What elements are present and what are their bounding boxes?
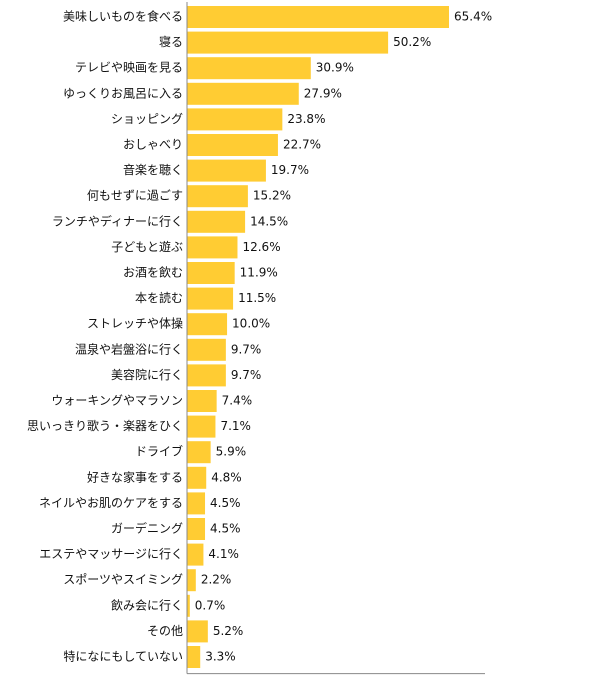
category-label-25: 特になにもしていない <box>63 649 183 664</box>
value-label-13: 9.7% <box>231 342 261 356</box>
category-label-21: エステやマッサージに行く <box>39 547 183 561</box>
category-label-16: 思いっきり歌う・楽器をひく <box>27 418 183 433</box>
value-label-22: 2.2% <box>201 573 232 587</box>
category-label-4: ショッピング <box>111 112 183 126</box>
value-label-4: 23.8% <box>287 112 325 126</box>
category-label-3: ゆっくりお風呂に入る <box>63 86 183 100</box>
bar-21 <box>187 543 204 566</box>
category-label-2: テレビや映画を見る <box>75 61 183 75</box>
category-label-24: その他 <box>147 624 183 638</box>
category-label-15: ウォーキングやマラソン <box>51 394 183 408</box>
value-label-5: 22.7% <box>283 138 321 152</box>
value-label-0: 65.4% <box>454 10 492 24</box>
value-label-1: 50.2% <box>393 35 431 49</box>
value-label-23: 0.7% <box>195 598 226 612</box>
bar-9 <box>187 236 238 259</box>
value-label-17: 5.9% <box>216 445 247 459</box>
bar-25 <box>187 646 201 668</box>
category-label-7: 何もせずに過ごす <box>87 188 183 203</box>
bar-13 <box>187 338 226 361</box>
bar-12 <box>187 313 228 336</box>
category-label-8: ランチやディナーに行く <box>52 213 183 228</box>
category-label-1: 寝る <box>159 34 183 49</box>
category-label-13: 温泉や岩盤浴に行く <box>75 341 183 356</box>
value-label-19: 4.5% <box>210 496 241 510</box>
bars-group <box>187 6 449 668</box>
category-label-14: 美容院に行く <box>111 367 183 382</box>
category-label-17: ドライブ <box>135 444 183 459</box>
value-label-3: 27.9% <box>304 86 342 100</box>
category-label-19: ネイルやお肌のケアをする <box>39 496 183 510</box>
bar-11 <box>187 287 234 310</box>
bar-15 <box>187 390 217 412</box>
value-label-11: 11.5% <box>238 291 276 305</box>
category-label-10: お酒を飲む <box>123 265 183 280</box>
category-label-5: おしゃべり <box>123 138 183 152</box>
value-label-8: 14.5% <box>250 214 288 228</box>
bar-10 <box>187 262 235 284</box>
value-label-9: 12.6% <box>242 240 280 254</box>
value-label-6: 19.7% <box>271 163 309 177</box>
value-label-21: 4.1% <box>208 547 239 561</box>
bar-16 <box>187 415 216 438</box>
value-label-12: 10.0% <box>232 317 270 331</box>
category-label-0: 美味しいものを食べる <box>63 9 183 24</box>
bar-23 <box>187 594 190 617</box>
category-label-6: 音楽を聴く <box>123 162 183 177</box>
bar-24 <box>187 620 208 643</box>
value-label-2: 30.9% <box>316 61 354 75</box>
bar-17 <box>187 441 211 464</box>
category-label-9: 子どもと遊ぶ <box>111 239 183 254</box>
bar-2 <box>187 57 311 80</box>
category-label-11: 本を読む <box>135 290 183 305</box>
value-labels-group: 65.4% 50.2% 30.9% 27.9% 23.8% 22.7% 19.7% 15.2%… <box>195 10 492 664</box>
value-label-20: 4.5% <box>210 522 241 536</box>
bar-22 <box>187 569 196 592</box>
category-label-18: 好きな家事をする <box>87 469 183 484</box>
category-label-22: スポーツやスイミング <box>63 573 183 587</box>
value-label-15: 7.4% <box>222 394 253 408</box>
bar-6 <box>187 159 266 182</box>
value-label-18: 4.8% <box>211 470 242 484</box>
bar-7 <box>187 185 248 208</box>
bar-1 <box>187 31 389 54</box>
category-labels-group: 美味しいものを食べる寝るテレビや映画を見るゆっくりお風呂に入るショッピングおしゃ… <box>27 9 183 664</box>
bar-14 <box>187 364 226 387</box>
category-label-12: ストレッチや体操 <box>87 316 183 331</box>
category-label-20: ガーデニング <box>111 521 183 536</box>
bar-20 <box>187 518 206 540</box>
value-label-24: 5.2% <box>213 624 244 638</box>
value-label-25: 3.3% <box>205 650 236 664</box>
bar-18 <box>187 466 207 489</box>
bar-8 <box>187 210 246 233</box>
value-label-16: 7.1% <box>220 419 251 433</box>
bar-5 <box>187 134 278 156</box>
value-label-10: 11.9% <box>240 266 278 280</box>
value-label-7: 15.2% <box>253 189 291 203</box>
value-label-14: 9.7% <box>231 368 261 382</box>
bar-4 <box>187 108 283 131</box>
bar-19 <box>187 492 206 515</box>
bar-3 <box>187 82 299 105</box>
bar-0 <box>187 6 449 28</box>
category-label-23: 飲み会に行く <box>111 597 183 612</box>
